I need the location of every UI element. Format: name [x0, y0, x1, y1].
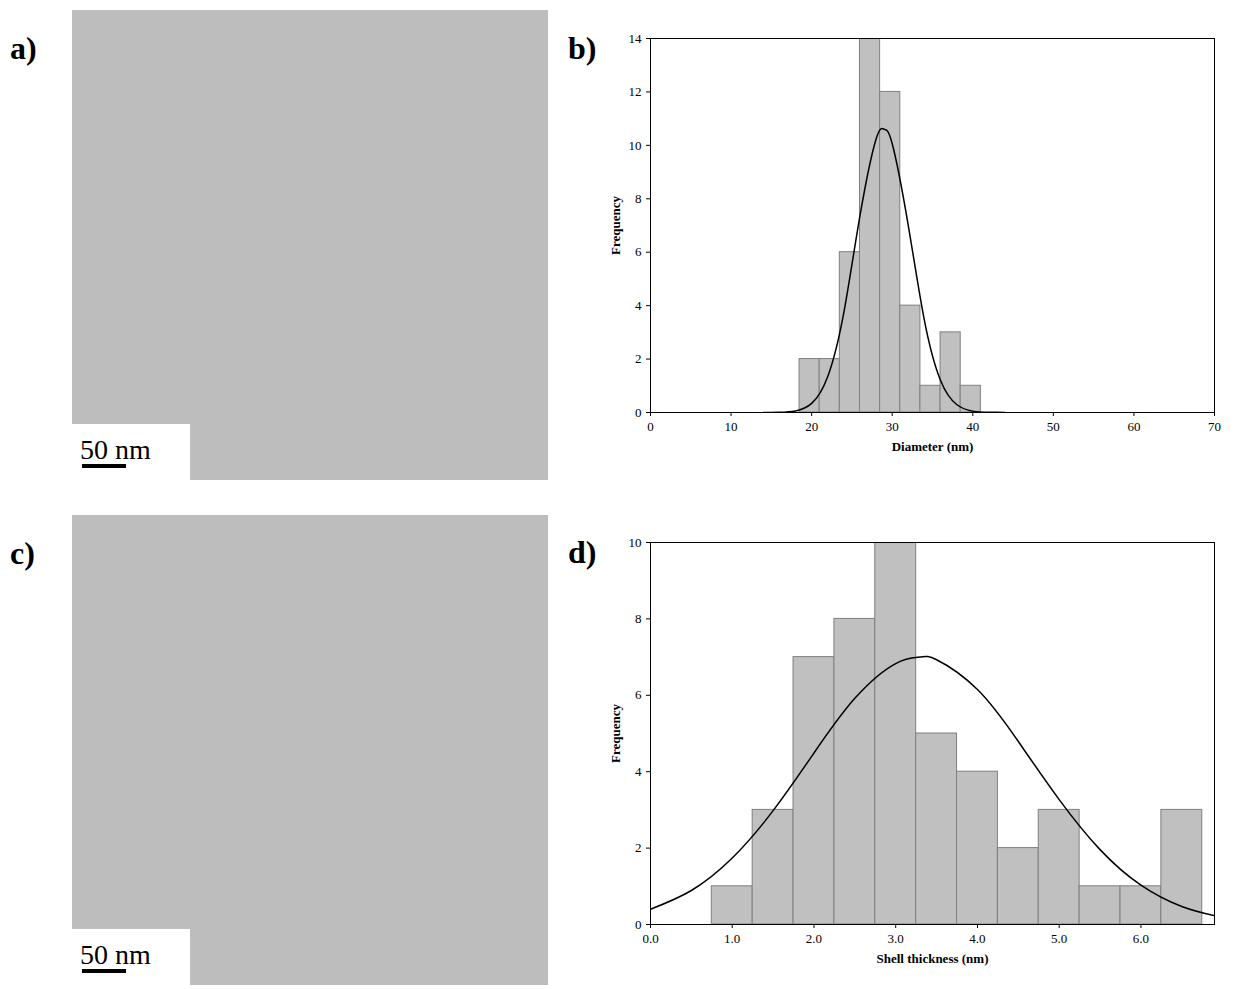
- svg-text:50: 50: [1047, 419, 1060, 434]
- svg-text:0: 0: [635, 405, 642, 420]
- svg-text:0.0: 0.0: [642, 931, 658, 946]
- svg-text:Shell thickness (nm): Shell thickness (nm): [877, 951, 989, 966]
- svg-text:0: 0: [647, 419, 654, 434]
- svg-text:12: 12: [629, 84, 642, 99]
- html-text:c): c): [10, 535, 35, 571]
- svg-text:10: 10: [629, 138, 642, 153]
- svg-text:1.0: 1.0: [724, 931, 740, 946]
- svg-text:Diameter (nm): Diameter (nm): [892, 439, 974, 454]
- svg-text:8: 8: [635, 191, 642, 206]
- svg-text:70: 70: [1208, 419, 1221, 434]
- svg-text:10: 10: [629, 535, 642, 550]
- html-text:d): d): [568, 534, 597, 570]
- html-text:50 nm: 50 nm: [80, 939, 151, 970]
- svg-text:4.0: 4.0: [969, 931, 985, 946]
- svg-text:8: 8: [635, 611, 642, 626]
- svg-text:4: 4: [635, 764, 642, 779]
- html-text:b): b): [568, 30, 597, 66]
- svg-text:5.0: 5.0: [1051, 931, 1067, 946]
- svg-text:4: 4: [635, 298, 642, 313]
- svg-text:Frequency: Frequency: [608, 196, 623, 255]
- svg-text:40: 40: [966, 419, 979, 434]
- svg-text:6: 6: [635, 244, 642, 259]
- svg-text:14: 14: [629, 31, 643, 46]
- html-text:a): a): [10, 30, 37, 66]
- svg-text:60: 60: [1127, 419, 1140, 434]
- svg-text:6.0: 6.0: [1133, 931, 1149, 946]
- svg-text:2.0: 2.0: [806, 931, 822, 946]
- svg-text:6: 6: [635, 687, 642, 702]
- svg-text:30: 30: [886, 419, 899, 434]
- svg-text:2: 2: [635, 840, 642, 855]
- svg-text:3.0: 3.0: [888, 931, 904, 946]
- html-text:50 nm: 50 nm: [80, 434, 151, 465]
- svg-text:2: 2: [635, 351, 642, 366]
- svg-text:20: 20: [805, 419, 818, 434]
- svg-text:Frequency: Frequency: [608, 704, 623, 763]
- svg-text:0: 0: [635, 917, 642, 932]
- svg-text:10: 10: [725, 419, 738, 434]
